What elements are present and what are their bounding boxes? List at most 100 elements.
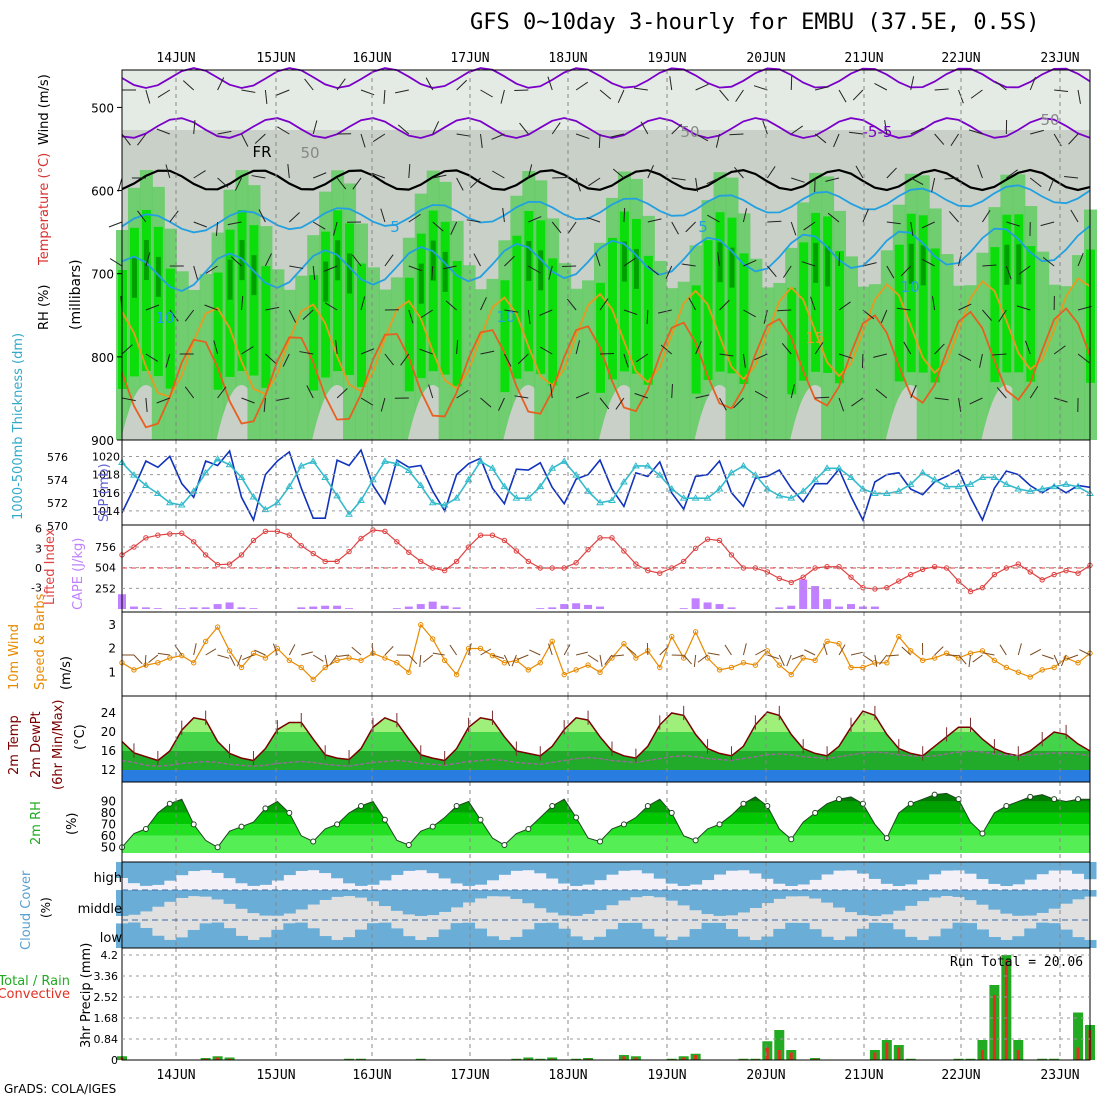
cloud-middle-bar [809, 890, 822, 899]
wind-barb [884, 120, 888, 135]
wind-barb [862, 654, 874, 663]
rh-cell [1072, 255, 1086, 440]
wind-barb [511, 654, 517, 667]
wind-barb [910, 177, 924, 186]
date-label-top: 16JUN [352, 51, 391, 66]
thickness-marker [440, 501, 449, 508]
precip-convective-bar [682, 1057, 686, 1060]
cloud-middle-bar [665, 890, 679, 901]
wind-speed-marker [991, 657, 998, 664]
wind-barb [312, 265, 316, 280]
cloud-middle-bar [414, 890, 428, 916]
cloud-low-bar [809, 929, 822, 948]
wind-speed-marker [394, 660, 400, 666]
cloud-low-bar [880, 923, 894, 948]
cloud-high-bar [761, 862, 774, 879]
wind-barb [719, 89, 729, 102]
cloud-middle-bar [844, 890, 858, 913]
thickness-marker [177, 501, 186, 508]
rh-cell-saturated [729, 247, 735, 288]
temperature-contour [121, 307, 1091, 429]
lifted-index-marker [310, 550, 316, 557]
wind-barb [380, 208, 386, 223]
rh-marker [310, 838, 317, 845]
y-tick-label-left: 570 [47, 520, 68, 533]
thickness-marker [165, 498, 174, 506]
y-axis-label: (%) [39, 897, 53, 918]
cloud-high-bar [653, 862, 667, 879]
wind-barb [304, 78, 314, 91]
wind-barb [886, 221, 901, 225]
cloud-low-bar [390, 928, 404, 948]
rh-cell-moist [811, 212, 821, 372]
wind-barb [903, 341, 912, 355]
cloud-middle-bar [761, 890, 774, 904]
thickness-marker [452, 494, 461, 501]
thickness-marker [416, 481, 425, 488]
lifted-index-marker [155, 532, 161, 538]
wind-barb [910, 76, 915, 91]
lifted-index-marker [872, 586, 878, 592]
cloud-middle-bar [534, 890, 547, 909]
wind-barb [733, 397, 744, 409]
wind-speed-marker [453, 671, 460, 678]
lifted-index-marker [167, 531, 173, 537]
lifted-index-marker [764, 569, 771, 575]
cloud-high-bar [976, 862, 989, 880]
wind-barb [275, 397, 290, 402]
cloud-high-bar [247, 862, 260, 886]
cloud-middle-bar [737, 890, 750, 913]
wind-barb [767, 654, 779, 660]
wind-barb [384, 254, 394, 267]
lifted-index-marker [214, 562, 221, 568]
wind-barb [886, 654, 899, 657]
cloud-low-bar [856, 928, 870, 948]
thickness-marker [1026, 487, 1035, 494]
wind-barb [734, 166, 744, 179]
wind-barb [576, 651, 588, 656]
y-axis-label: Cloud Cover [19, 870, 34, 950]
rh-fill-band [122, 793, 1090, 802]
rh-cell-moist [416, 233, 426, 379]
wind-barb [685, 221, 696, 233]
wind-speed-marker [800, 655, 806, 661]
contour-label: -5 [863, 123, 878, 141]
rh-cell-saturated [442, 251, 448, 292]
y-tick-label-left: 0 [35, 562, 42, 575]
thickness-marker [667, 484, 676, 492]
wind-barb [623, 257, 636, 267]
y-axis-label: Wind (m/s) [37, 74, 52, 145]
cloud-high-bar [1072, 862, 1085, 874]
cloud-low-bar [199, 923, 213, 948]
wind-barb [468, 643, 472, 656]
wind-barb [288, 644, 296, 656]
cloud-high-bar [199, 862, 213, 871]
wind-barb [873, 353, 887, 358]
cloud-low-bar [928, 936, 942, 948]
rh-marker [334, 821, 341, 828]
cloud-middle-bar [689, 890, 703, 911]
rh-marker [549, 803, 556, 810]
cloud-high-bar [582, 862, 595, 885]
lifted-index-marker [513, 548, 520, 554]
cloud-low-bar [641, 928, 655, 948]
cloud-high-bar [737, 862, 750, 871]
wind-barb [529, 649, 541, 656]
wind-barb [717, 252, 721, 267]
thickness-marker [608, 496, 616, 503]
wind-barb [456, 389, 469, 399]
rh-cell [390, 277, 404, 440]
wind-speed-marker [214, 624, 221, 630]
wind-barb [456, 177, 464, 191]
wind-barb [480, 297, 487, 311]
cloud-low-bar [892, 929, 906, 948]
cloud-middle-bar [1060, 890, 1073, 904]
wind-barb [480, 397, 492, 408]
wind-barb [419, 654, 422, 667]
wind-barb [470, 177, 481, 189]
wind-barb [886, 167, 897, 179]
wind-barb [623, 309, 638, 316]
cloud-low-bar [689, 929, 703, 948]
cloud-low-bar [462, 922, 476, 948]
thickness-marker [225, 460, 234, 468]
